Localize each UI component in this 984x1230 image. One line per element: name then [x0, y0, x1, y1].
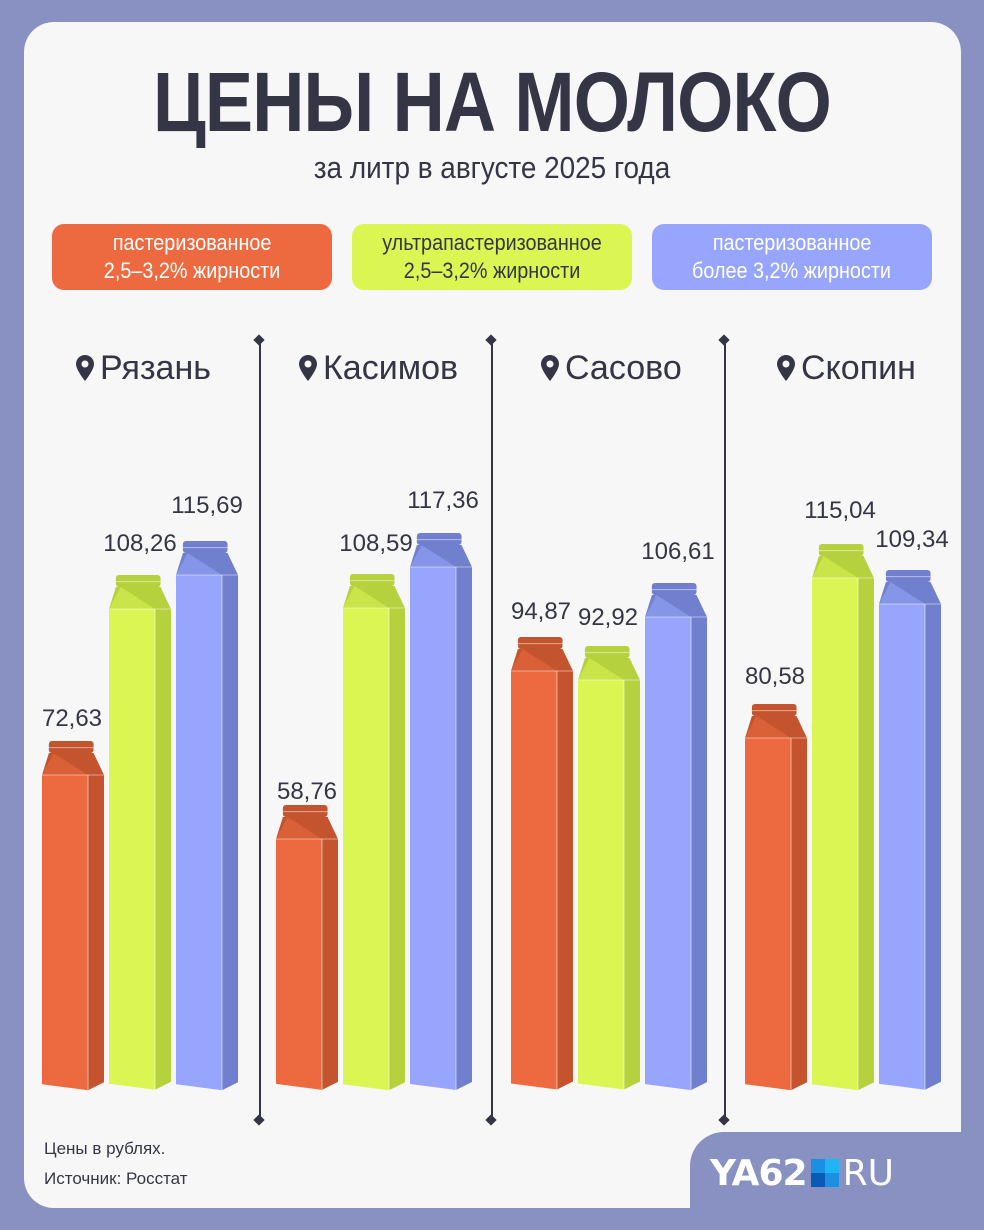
milk-carton-bar [109, 575, 171, 1090]
city-name: Рязань [100, 348, 211, 387]
location-pin-icon [299, 355, 317, 381]
milk-carton-bar [42, 740, 104, 1090]
city-name: Скопин [801, 348, 916, 387]
legend-item-pasteurized-high-fat: пастеризованное более 3,2% жирности [652, 224, 932, 290]
value-label: 108,59 [339, 530, 413, 557]
milk-carton-bar [410, 533, 472, 1090]
legend-item-pasteurized: пастеризованное 2,5–3,2% жирности [52, 224, 332, 290]
legend-label-line2: более 3,2% жирности [692, 258, 892, 283]
milk-carton-bar [511, 637, 573, 1090]
value-label: 92,92 [577, 604, 639, 631]
milk-carton-bar [745, 703, 807, 1090]
milk-carton-bar [578, 646, 640, 1090]
value-label: 72,63 [41, 705, 103, 732]
milk-carton-bar [176, 540, 238, 1090]
value-label: 108,26 [103, 530, 177, 557]
page-title: ЦЕНЫ НА МОЛОКО [152, 55, 832, 149]
section-divider [724, 340, 726, 1120]
value-label: 106,61 [641, 538, 715, 565]
milk-carton-bar [276, 805, 338, 1090]
footer-source: Источник: Росстат [44, 1169, 188, 1188]
legend-label-line1: пастеризованное [712, 230, 872, 255]
city-header-ryazan: Рязань [76, 346, 211, 390]
legend-label-line2: 2,5–3,2% жирности [103, 258, 281, 283]
milk-carton-bar [645, 582, 707, 1090]
location-pin-icon [541, 355, 559, 381]
location-pin-icon [76, 355, 94, 381]
value-label: 115,04 [804, 497, 876, 524]
location-pin-icon [777, 355, 795, 381]
value-label: 117,36 [407, 487, 479, 514]
page-subtitle: за литр в августе 2025 года [313, 150, 671, 185]
logo-text-right: RU [842, 1152, 894, 1194]
city-name: Касимов [323, 348, 459, 387]
section-divider [491, 340, 493, 1120]
legend-item-ultrapasteurized: ультрапастеризованное 2,5–3,2% жирности [352, 224, 632, 290]
milk-carton-bar [812, 543, 874, 1090]
legend-label-line1: пастеризованное [112, 230, 272, 255]
section-divider [259, 340, 261, 1120]
legend-label-line2: 2,5–3,2% жирности [403, 258, 581, 283]
city-header-skopin: Скопин [777, 346, 916, 390]
milk-carton-bar [879, 570, 941, 1090]
logo-text-left: YA62 [710, 1152, 808, 1194]
brand-logo[interactable]: YA62 RU [710, 1152, 894, 1194]
milk-carton-bar [343, 573, 405, 1090]
city-header-kasimov: Касимов [299, 346, 458, 390]
value-label: 58,76 [276, 778, 338, 805]
logo-squares-icon [810, 1159, 839, 1187]
footer-note: Цены в рублях. [44, 1139, 166, 1158]
value-label: 94,87 [510, 598, 572, 625]
value-label: 115,69 [171, 492, 243, 519]
city-name: Сасово [565, 348, 682, 387]
city-header-sasovo: Сасово [541, 346, 682, 390]
value-label: 109,34 [875, 526, 949, 553]
value-label: 80,58 [744, 663, 806, 690]
legend-label-line1: ультрапастеризованное [382, 230, 602, 255]
